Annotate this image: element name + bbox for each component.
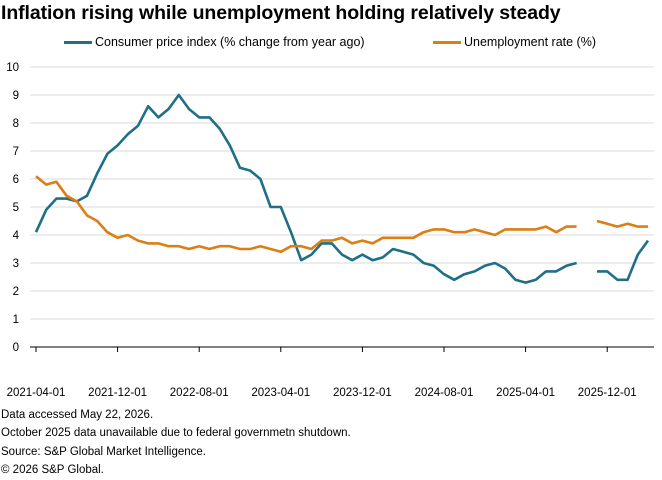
series-cpi-line (34, 93, 650, 284)
x-tick-label: 2025-04-01 (496, 387, 555, 399)
legend-swatch-unemployment (433, 40, 461, 44)
legend-swatch-cpi (64, 40, 92, 44)
y-tick-label: 5 (13, 202, 19, 214)
x-tick-label: 2022-08-01 (170, 387, 229, 399)
note-data-unavailable: October 2025 data unavailable due to fed… (1, 427, 351, 440)
legend-item-cpi: Consumer price index (% change from year… (64, 35, 365, 49)
y-tick-label: 4 (13, 230, 20, 242)
y-tick-label: 10 (6, 62, 19, 74)
y-tick-label: 3 (13, 258, 19, 270)
legend-item-unemployment: Unemployment rate (%) (433, 35, 596, 49)
y-tick-label: 0 (13, 342, 19, 354)
x-tick-label: 2021-12-01 (88, 387, 147, 399)
chart-title: Inflation rising while unemployment hold… (1, 2, 561, 24)
x-tick-label: 2023-12-01 (333, 387, 392, 399)
y-tick-label: 8 (13, 118, 19, 130)
note-copyright: © 2026 S&P Global. (1, 464, 104, 477)
note-source: Source: S&P Global Market Intelligence. (1, 445, 206, 458)
x-tick-label: 2025-12-01 (578, 387, 637, 399)
y-tick-label: 6 (13, 174, 19, 186)
note-data-accessed: Data accessed May 22, 2026. (1, 409, 154, 421)
y-tick-label: 2 (13, 286, 19, 298)
y-tick-label: 7 (13, 146, 19, 158)
series-unemployment-line (35, 175, 648, 254)
x-tick-label: 2023-04-01 (251, 387, 310, 399)
x-tick-label: 2021-04-01 (7, 387, 66, 399)
x-tick-label: 2024-08-01 (415, 387, 474, 399)
chart-notes: Data accessed May 22, 2026. October 2025… (1, 406, 351, 480)
y-tick-label: 9 (13, 90, 19, 102)
legend-label-unemployment: Unemployment rate (%) (464, 35, 596, 49)
y-tick-label: 1 (13, 314, 19, 326)
legend-label-cpi: Consumer price index (% change from year… (95, 35, 365, 49)
line-chart: 0 1 2 3 4 5 6 7 8 9 10 2021-04-01 2021-12-01 2022-08-… (6, 62, 654, 399)
